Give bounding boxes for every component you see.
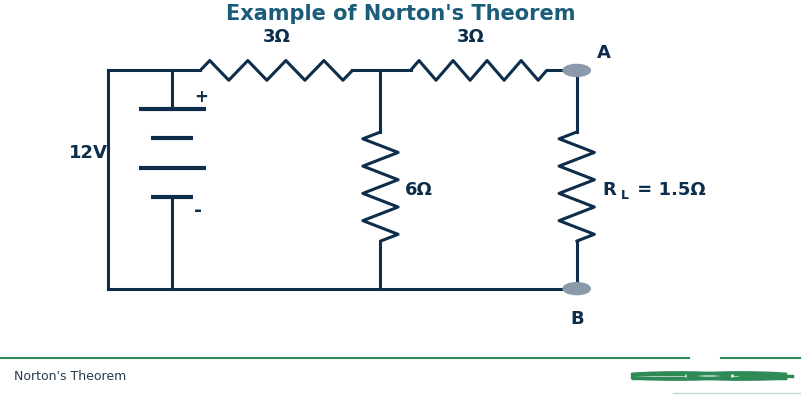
Circle shape [563, 283, 590, 295]
Text: +: + [194, 88, 207, 106]
Text: R: R [602, 181, 616, 199]
Text: = 1.5Ω: = 1.5Ω [631, 181, 706, 199]
Text: B: B [570, 310, 584, 328]
Text: 3Ω: 3Ω [263, 28, 290, 46]
Text: 6Ω: 6Ω [405, 181, 433, 199]
Text: 12V: 12V [69, 144, 108, 162]
Text: 3Ω: 3Ω [457, 28, 485, 46]
Circle shape [563, 64, 590, 76]
Text: Example of Norton's Theorem: Example of Norton's Theorem [226, 4, 575, 24]
Text: -: - [194, 201, 202, 220]
Text: Norton's Theorem: Norton's Theorem [14, 370, 127, 384]
Text: L: L [621, 189, 629, 202]
Text: A: A [597, 44, 610, 62]
